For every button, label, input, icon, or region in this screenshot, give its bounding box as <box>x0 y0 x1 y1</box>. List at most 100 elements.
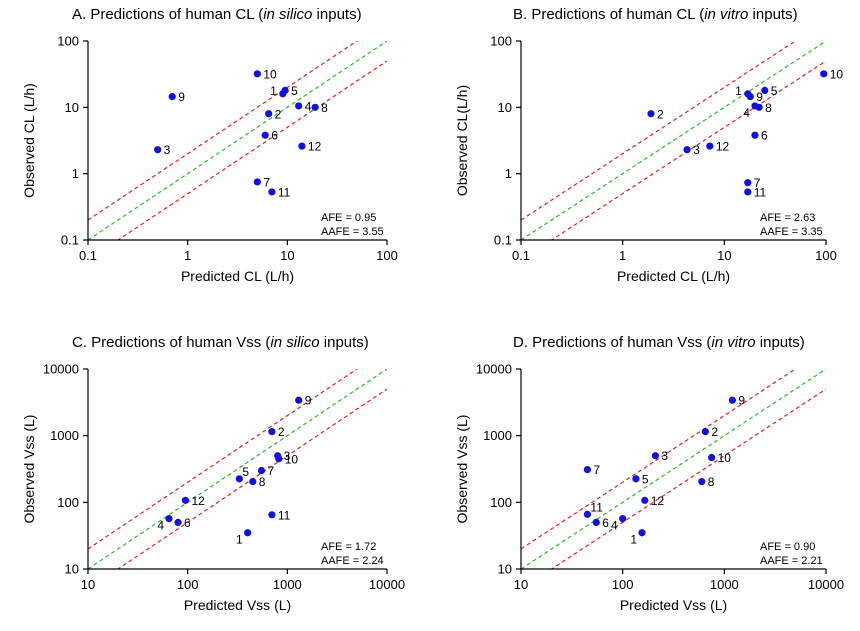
data-point-label: 8 <box>708 475 715 489</box>
data-point-label: 2 <box>711 425 718 439</box>
data-point-4 <box>165 515 173 523</box>
data-point-2 <box>701 428 709 436</box>
aafe-value: AAFE = 2.21 <box>760 555 823 567</box>
data-point-label: 9 <box>738 394 745 408</box>
data-point-label: 1 <box>630 533 637 547</box>
data-point-4 <box>619 515 627 523</box>
data-point-8 <box>249 477 257 486</box>
afe-value: AFE = 0.90 <box>760 541 815 553</box>
data-point-label: 2 <box>657 107 664 121</box>
x-tick-label: 100 <box>815 248 837 263</box>
reference-line-line-of-unity <box>521 41 826 240</box>
data-point-12 <box>181 496 190 504</box>
data-point-5 <box>235 475 243 483</box>
data-point-10 <box>275 455 283 463</box>
x-tick-label: 10000 <box>369 577 405 592</box>
chart-title: B. Predictions of human CL (in vitro inp… <box>513 6 798 23</box>
data-point-label: 1 <box>236 533 243 547</box>
reference-line-2-fold-lower <box>550 60 826 240</box>
y-tick-label: 10 <box>498 100 512 115</box>
x-axis-label: Predicted Vss (L) <box>620 597 727 613</box>
data-point-label: 9 <box>305 394 312 408</box>
data-point-label: 10 <box>718 451 732 465</box>
y-axis-label: Observed CL(L/h) <box>454 85 470 196</box>
data-point-label: 12 <box>191 494 205 508</box>
data-point-label: 6 <box>271 129 278 143</box>
data-point-label: 10 <box>263 67 277 81</box>
data-point-label: 8 <box>321 101 328 115</box>
aafe-value: AAFE = 3.55 <box>321 226 384 238</box>
data-point-label: 4 <box>611 519 618 533</box>
data-point-1 <box>638 529 646 537</box>
data-point-label: 12 <box>308 140 322 154</box>
data-point-3 <box>683 146 691 154</box>
chart-title: D. Predictions of human Vss (in vitro in… <box>513 334 805 351</box>
data-point-label: 1 <box>270 84 277 98</box>
data-point-label: 8 <box>259 475 266 489</box>
data-point-8 <box>698 477 706 486</box>
reference-line-2-fold-lower <box>116 388 387 569</box>
data-point-label: 11 <box>278 508 291 522</box>
data-point-7 <box>253 178 261 186</box>
y-axis-label: Observed Vss (L) <box>454 415 470 524</box>
data-point-label: 5 <box>242 465 249 479</box>
reference-line-2-fold-lower <box>116 60 387 240</box>
data-point-label: 11 <box>754 185 767 199</box>
data-point-7 <box>257 466 266 475</box>
x-tick-label: 10 <box>717 248 731 263</box>
data-point-label: 6 <box>761 129 768 143</box>
data-point-label: 1 <box>735 84 742 98</box>
data-point-label: 9 <box>178 90 185 104</box>
data-point-11 <box>583 510 592 518</box>
data-point-2 <box>265 110 273 118</box>
y-tick-label: 10 <box>65 562 79 577</box>
data-point-label: 7 <box>267 464 274 478</box>
x-tick-label: 10 <box>280 248 294 263</box>
data-point-label: 7 <box>754 176 761 190</box>
x-tick-label: 10 <box>514 577 528 592</box>
x-tick-label: 1 <box>184 248 191 263</box>
x-tick-label: 0.1 <box>79 248 97 263</box>
data-point-3 <box>154 146 162 154</box>
y-axis-label: Observed CL (L/h) <box>21 83 37 198</box>
y-tick-label: 10 <box>65 100 79 115</box>
data-point-11 <box>268 511 276 519</box>
data-point-10 <box>820 70 828 78</box>
data-point-label: 6 <box>602 516 609 530</box>
data-point-label: 5 <box>291 84 298 98</box>
data-point-12 <box>641 496 649 504</box>
data-point-4 <box>295 102 303 110</box>
chart-panel-d: D. Predictions of human Vss (in vitro in… <box>454 334 844 613</box>
x-tick-label: 0.1 <box>512 248 530 263</box>
x-axis-label: Predicted CL (L/h) <box>181 268 294 284</box>
data-point-8 <box>311 103 319 111</box>
data-point-10 <box>253 70 261 78</box>
data-point-label: 7 <box>593 463 600 477</box>
y-tick-label: 100 <box>57 495 79 510</box>
data-point-2 <box>268 428 276 436</box>
data-point-label: 8 <box>765 101 772 115</box>
data-point-label: 3 <box>164 143 171 157</box>
data-point-12 <box>706 142 714 150</box>
data-point-9 <box>295 396 303 404</box>
data-point-label: 9 <box>756 90 763 104</box>
data-point-label: 4 <box>305 99 312 113</box>
x-axis-label: Predicted Vss (L) <box>184 597 291 613</box>
data-point-label: 5 <box>642 472 649 486</box>
data-point-8 <box>755 103 763 111</box>
y-tick-label: 10000 <box>43 362 79 377</box>
y-tick-label: 0.1 <box>61 233 79 248</box>
data-point-7 <box>744 179 752 187</box>
y-tick-label: 1 <box>72 166 79 181</box>
data-point-6 <box>174 518 182 527</box>
afe-value: AFE = 0.95 <box>321 212 376 224</box>
data-point-6 <box>592 518 600 527</box>
x-tick-label: 1000 <box>273 577 302 592</box>
data-point-label: 4 <box>157 519 164 533</box>
reference-line-line-of-unity <box>88 41 387 240</box>
data-point-11 <box>744 188 752 196</box>
y-tick-label: 100 <box>490 34 512 49</box>
y-tick-label: 1000 <box>50 428 79 443</box>
data-point-6 <box>261 131 269 139</box>
